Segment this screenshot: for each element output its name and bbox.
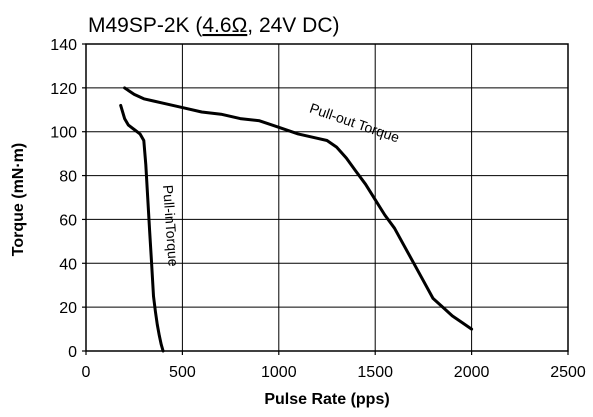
y-axis-label: Torque (mN·m): [10, 143, 27, 256]
y-tick-label: 20: [59, 300, 77, 317]
plot-frame: [85, 43, 569, 352]
x-tick-label: 0: [82, 364, 91, 381]
y-tick-label: 80: [59, 169, 77, 186]
chart-title-suffix: , 24V DC): [247, 14, 339, 37]
chart-title-prefix: M49SP-2K (: [88, 14, 202, 37]
x-axis-label: Pulse Rate (pps): [264, 391, 389, 408]
series-label-1: Pull-inTorque: [160, 184, 182, 267]
x-tick-label: 1500: [357, 364, 393, 381]
chart-title-resistance: 4.6Ω: [202, 14, 247, 37]
y-tick-label: 0: [68, 344, 77, 361]
y-tick-label: 100: [50, 125, 77, 142]
x-tick-label: 1000: [261, 364, 297, 381]
y-tick-label: 120: [50, 81, 77, 98]
y-tick-label: 40: [59, 256, 77, 273]
chart-title: M49SP-2K (4.6Ω, 24V DC): [88, 14, 339, 37]
y-tick-label: 60: [59, 212, 77, 229]
series-line-1: [119, 103, 165, 353]
grid: [86, 44, 568, 351]
x-tick-label: 2500: [550, 364, 586, 381]
x-tick-label: 500: [169, 364, 196, 381]
series-line-0: [123, 86, 474, 331]
x-tick-label: 2000: [454, 364, 490, 381]
ticks: 0 500 1000 1500 2000 2500 0 20 40 60 80 100 120 140: [50, 37, 586, 381]
y-tick-label: 140: [50, 37, 77, 54]
